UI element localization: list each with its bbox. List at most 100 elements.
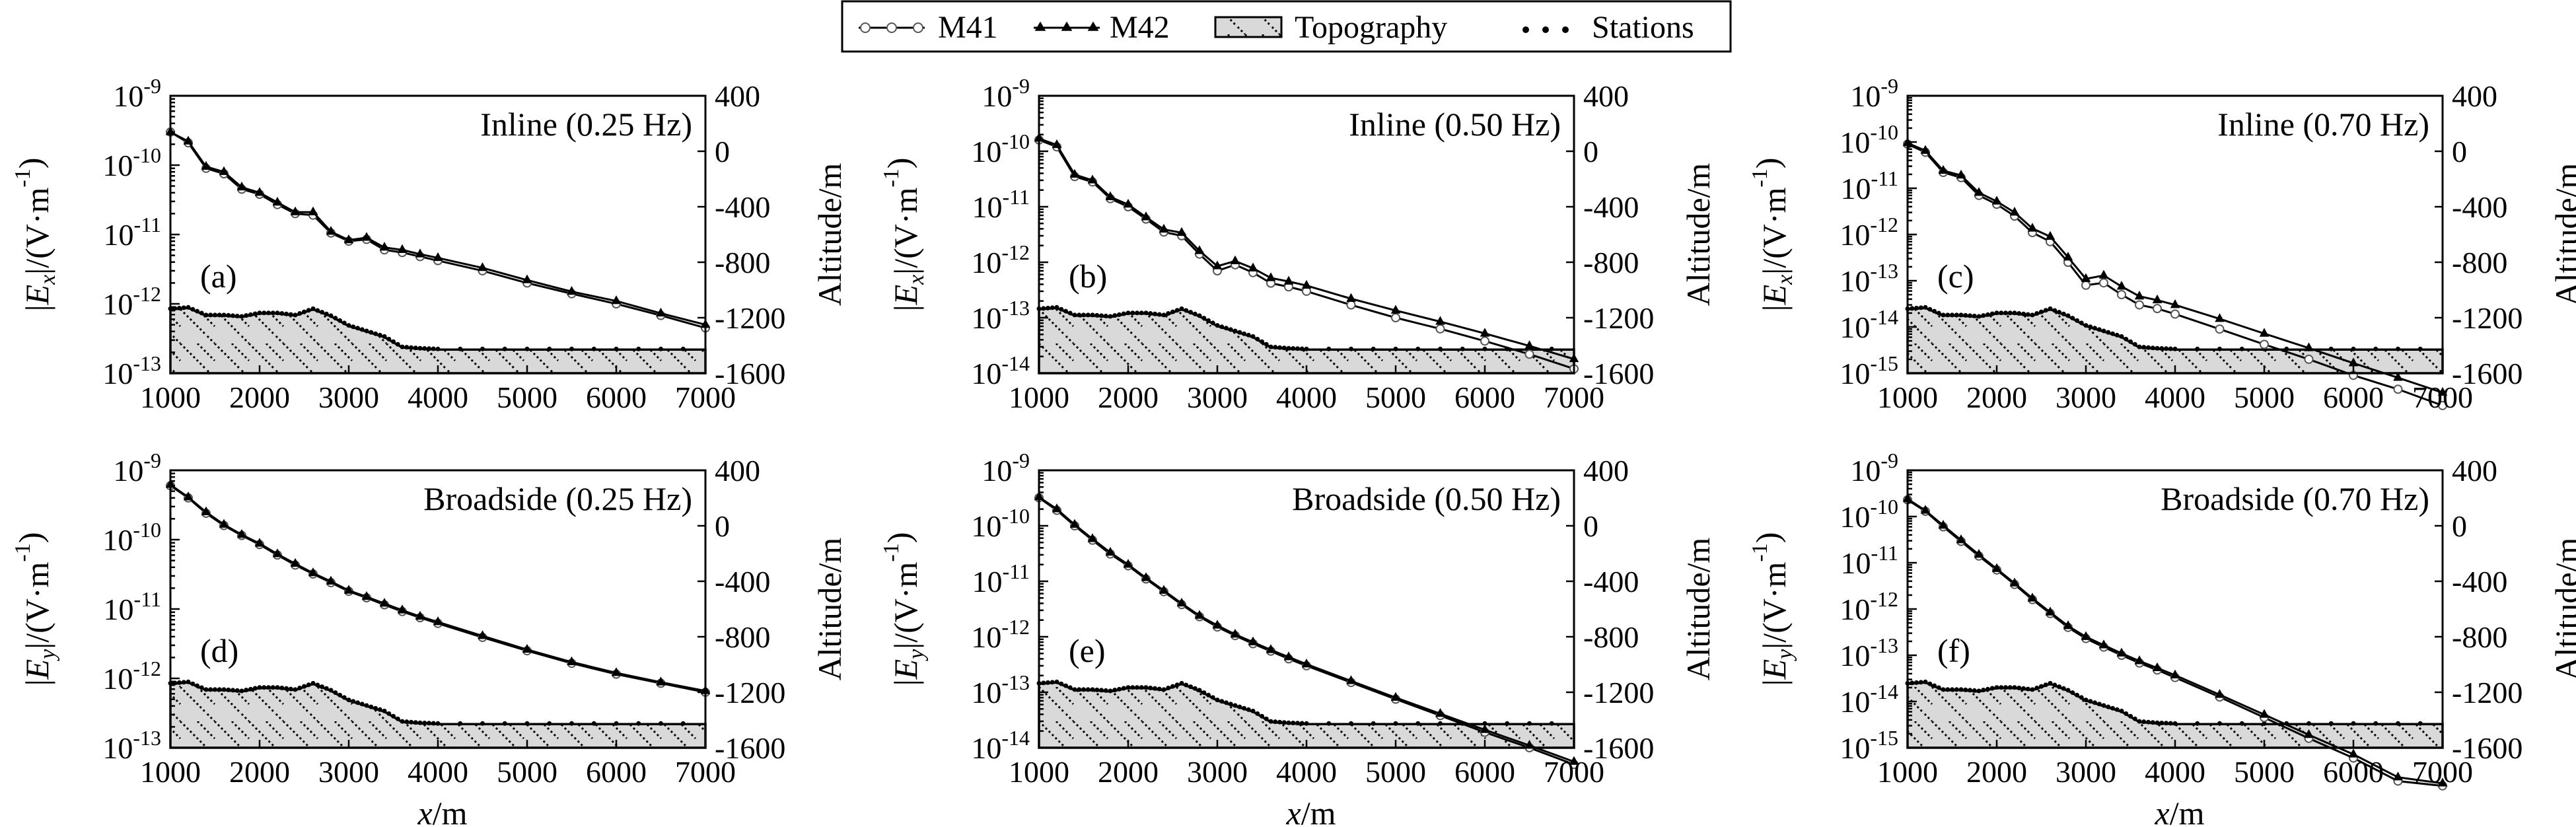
station-dot [2061, 311, 2066, 316]
station-dot [346, 323, 351, 328]
x-axis-label-col2: x/m [1286, 795, 1336, 827]
panel-letter: (d) [200, 632, 238, 669]
station-dot [1914, 680, 1919, 685]
station-dot [1371, 346, 1376, 351]
legend-box [841, 0, 1732, 53]
altitude-tick-label: -400 [1583, 190, 1639, 224]
station-dot [279, 310, 285, 316]
station-dot [427, 721, 431, 726]
station-dot [333, 316, 338, 321]
station-dot [1126, 310, 1131, 316]
station-dot [1121, 311, 1126, 316]
station-dot [404, 345, 410, 350]
station-dot [614, 721, 619, 726]
panel-title: Inline (0.25 Hz) [480, 106, 692, 143]
station-dot [1994, 685, 1999, 690]
x-tick-label: 1000 [1009, 380, 1069, 414]
panel-a: 1000 2000 3000 4000 5000 6000 700010-1310-1210… [11, 74, 848, 414]
marker-m42 [308, 206, 318, 215]
station-dot [320, 310, 324, 315]
station-dot [2052, 308, 2057, 313]
station-dot [1304, 346, 1309, 351]
station-dot [680, 346, 686, 351]
station-dot [1170, 684, 1175, 689]
station-dot [2168, 721, 2173, 726]
marker-m41 [1524, 349, 1534, 359]
station-dot [244, 313, 249, 318]
series-line-m42 [1038, 496, 1575, 763]
panel-e: 1000 2000 3000 4000 5000 6000 700010-1410-1310… [879, 449, 1717, 789]
station-dot [680, 721, 686, 726]
station-dot [1264, 342, 1269, 347]
x-tick-label: 6000 [2323, 380, 2384, 414]
x-tick-label: 5000 [1365, 755, 1426, 789]
y-axis-label: |Ex|/(V·m-1) [11, 158, 60, 312]
station-dot [355, 700, 360, 705]
x-tick-label: 5000 [2234, 755, 2295, 789]
station-dot [341, 320, 347, 326]
y-tick-label: 10-12 [1840, 587, 1898, 626]
station-dot [1166, 310, 1171, 316]
station-dot [1994, 310, 1999, 316]
station-dot [524, 721, 530, 726]
station-dot [306, 682, 311, 688]
station-dot [1233, 328, 1238, 334]
marker-m42 [2081, 273, 2091, 282]
marker-m42 [1212, 260, 1223, 270]
station-dot [1981, 313, 1986, 318]
marker-m42 [656, 307, 666, 317]
station-dot [2065, 688, 2071, 693]
station-dot [1099, 313, 1104, 318]
altitude-axis-label: Altitude/m [811, 163, 848, 306]
station-dot [2114, 332, 2120, 338]
x-tick-label: 5000 [497, 755, 557, 789]
marker-m42 [1524, 340, 1534, 349]
station-dot [324, 686, 329, 691]
station-dot [1112, 313, 1118, 318]
station-dot [355, 326, 360, 331]
station-dot [382, 708, 387, 713]
panel-c: 1000 2000 3000 4000 5000 6000 700010-1510-1410… [1748, 74, 2576, 414]
x-tick-label: 4000 [408, 755, 468, 789]
marker-m42 [1123, 559, 1133, 568]
station-dot [1233, 703, 1238, 708]
station-dot [359, 327, 365, 332]
marker-m42 [1991, 196, 2002, 205]
station-dot [2159, 721, 2165, 726]
y-tick-label: 10-12 [102, 282, 161, 321]
marker-m42 [1266, 644, 1276, 653]
station-dot [364, 703, 369, 708]
station-dot [382, 334, 387, 339]
marker-m42 [201, 506, 211, 515]
station-dot [1923, 305, 1928, 310]
marker-m42 [1346, 293, 1356, 302]
marker-m42 [397, 604, 408, 614]
station-dot [569, 721, 574, 726]
station-dot [386, 711, 392, 716]
marker-m42 [2348, 748, 2359, 758]
station-dot [2106, 704, 2111, 709]
station-dot [1250, 708, 1256, 713]
altitude-tick-label: 400 [1583, 79, 1629, 113]
station-dot [1981, 688, 1986, 693]
y-tick-label: 10-13 [102, 351, 161, 390]
station-dot [2088, 324, 2093, 330]
station-dot [1197, 688, 1202, 693]
y-tick-label: 10-10 [102, 518, 161, 557]
station-dot [177, 305, 182, 310]
altitude-tick-label: -800 [1583, 620, 1639, 654]
station-dot [1153, 311, 1157, 316]
station-dot [1482, 346, 1487, 351]
station-dot [310, 306, 316, 311]
station-dot [2110, 705, 2115, 711]
x-tick-label: 4000 [2145, 755, 2205, 789]
marker-m42 [379, 242, 390, 251]
station-dot [1415, 721, 1421, 726]
topography-area [1038, 306, 1575, 375]
marker-m42 [236, 181, 247, 191]
station-dot [2119, 708, 2124, 713]
x-tick-label: 7000 [675, 380, 736, 414]
x-axis-label-col1: x/m [417, 795, 468, 827]
station-dot [2146, 719, 2151, 725]
altitude-tick-label: 400 [2452, 454, 2497, 487]
